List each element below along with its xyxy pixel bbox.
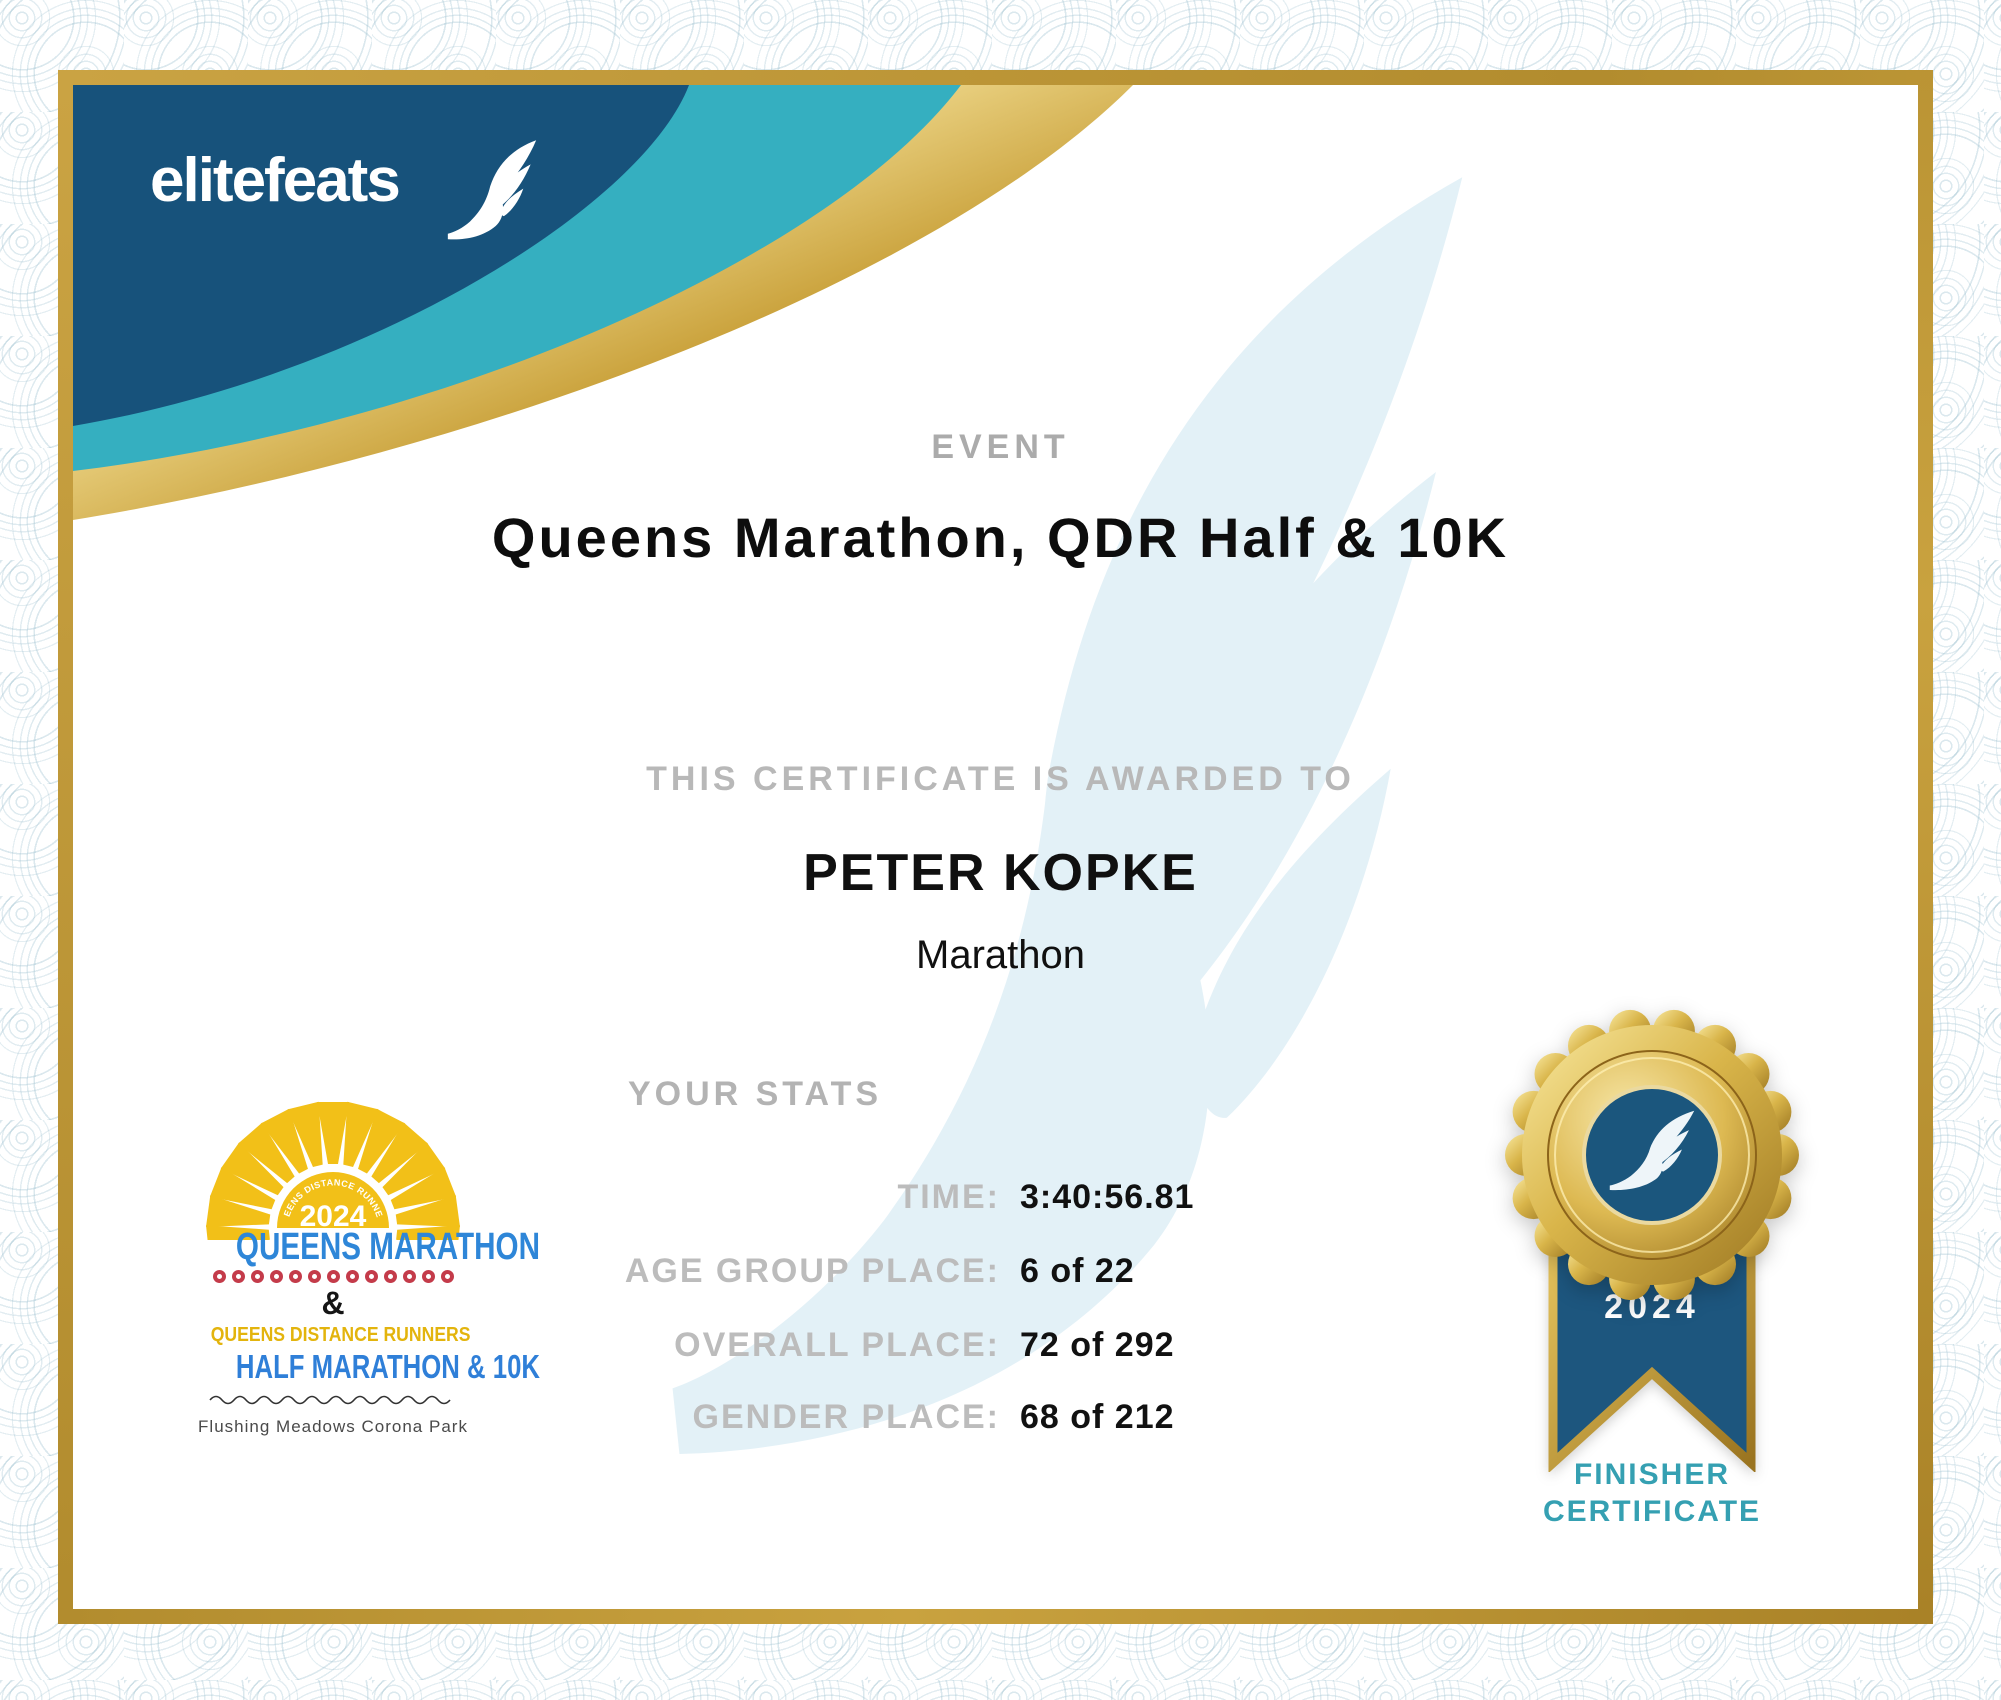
queens-marathon-logo: QUEENS MARATHON & QUEENS DISTANCE RUNNER… (193, 1228, 540, 1436)
qm-title: QUEENS MARATHON (235, 1226, 540, 1268)
queens-marathon-sunburst-icon: QUEENS DISTANCE RUNNERS 2024 (193, 1070, 461, 1240)
stat-label-time: TIME: (897, 1178, 1000, 1216)
qm-dot (212, 1270, 226, 1283)
qm-location: Flushing Meadows Corona Park (198, 1417, 468, 1436)
qm-dot-row (193, 1270, 473, 1283)
event-title: Queens Marathon, QDR Half & 10K (491, 506, 1510, 569)
your-stats-heading: YOUR STATS (627, 1075, 883, 1113)
qm-dot (250, 1270, 264, 1283)
elitefeats-logo: elitefeats (150, 150, 401, 212)
qm-dot (440, 1270, 454, 1283)
finisher-medal (1505, 1009, 1799, 1301)
finisher-line1: FINISHER (1573, 1458, 1730, 1491)
elitefeats-winged-foot-icon (447, 140, 537, 240)
header-swoosh (73, 85, 1133, 520)
qm-dot (326, 1270, 340, 1283)
division-name: Marathon (916, 933, 1085, 977)
stat-label-overall-place: OVERALL PLACE: (674, 1326, 1000, 1364)
finisher-certificate-caption: FINISHER CERTIFICATE (1502, 1456, 1802, 1530)
qm-dot (364, 1270, 378, 1283)
stat-value-age-group-place: 6 of 22 (1020, 1252, 1135, 1290)
qm-dot (307, 1270, 321, 1283)
stat-label-age-group-place: AGE GROUP PLACE: (624, 1252, 1000, 1290)
qm-dot (345, 1270, 359, 1283)
qm-dot (269, 1270, 283, 1283)
stat-value-time: 3:40:56.81 (1020, 1178, 1195, 1216)
qm-year: 2024 (300, 1200, 367, 1233)
stat-label-gender-place: GENDER PLACE: (692, 1398, 1000, 1436)
qm-race-title: HALF MARATHON & 10K (235, 1348, 541, 1385)
qm-dot (288, 1270, 302, 1283)
awarded-intro: THIS CERTIFICATE IS AWARDED TO (646, 760, 1355, 798)
qm-subtitle: QUEENS DISTANCE RUNNERS (210, 1324, 471, 1346)
stat-value-overall-place: 72 of 292 (1020, 1326, 1175, 1364)
finisher-line2: CERTIFICATE (1542, 1495, 1762, 1528)
qm-wave-divider (193, 1392, 473, 1410)
qm-dot (383, 1270, 397, 1283)
stat-value-gender-place: 68 of 212 (1020, 1398, 1175, 1436)
elitefeats-logo-text: elitefeats (150, 146, 401, 215)
badge-ribbon (1548, 1227, 1756, 1472)
recipient-name: PETER KOPKE (803, 844, 1198, 902)
qm-dot (402, 1270, 416, 1283)
qm-dot (231, 1270, 245, 1283)
qm-dot (421, 1270, 435, 1283)
qm-ampersand: & (321, 1285, 345, 1321)
event-eyebrow: EVENT (931, 428, 1070, 466)
